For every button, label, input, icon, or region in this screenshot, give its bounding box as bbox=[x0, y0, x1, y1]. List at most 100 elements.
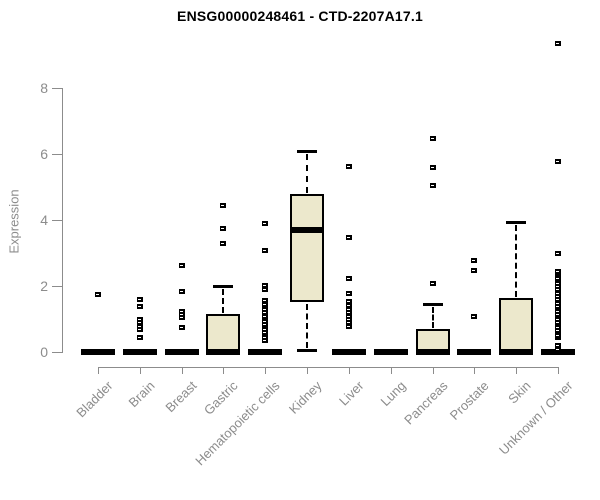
outlier-point bbox=[262, 287, 269, 293]
outlier-point bbox=[345, 310, 352, 316]
box bbox=[499, 297, 534, 352]
outlier-point bbox=[555, 327, 561, 333]
outlier-point bbox=[555, 41, 561, 47]
outlier-point bbox=[471, 257, 478, 263]
outlier-point bbox=[136, 317, 143, 322]
outlier-point bbox=[471, 267, 478, 273]
outlier-point bbox=[262, 313, 269, 319]
outlier-point bbox=[262, 321, 269, 327]
outlier-point bbox=[136, 323, 143, 329]
outlier-point bbox=[220, 226, 227, 232]
outlier-point bbox=[429, 135, 436, 141]
x-category-label: Gastric bbox=[201, 378, 242, 418]
outlier-point bbox=[555, 284, 561, 289]
outlier-point bbox=[555, 343, 561, 349]
outlier-point bbox=[136, 326, 143, 332]
x-tick bbox=[348, 367, 350, 374]
outlier-point bbox=[220, 241, 227, 247]
x-tick bbox=[432, 367, 434, 374]
outlier-point bbox=[555, 275, 561, 281]
outlier-point bbox=[262, 283, 269, 289]
outlier-point bbox=[345, 317, 352, 322]
x-tick bbox=[474, 367, 476, 374]
y-tick bbox=[52, 286, 62, 287]
chart-title: ENSG00000248461 - CTD-2207A17.1 bbox=[177, 8, 423, 24]
outlier-point bbox=[178, 315, 185, 321]
outlier-point bbox=[178, 262, 185, 268]
outlier-point bbox=[555, 158, 561, 164]
x-tick bbox=[390, 367, 392, 374]
outlier-point bbox=[555, 317, 561, 322]
outlier-point bbox=[345, 303, 352, 309]
median-line bbox=[331, 349, 366, 355]
median-line bbox=[248, 349, 283, 355]
outlier-point bbox=[345, 320, 352, 326]
outlier-point bbox=[262, 335, 269, 341]
x-category-label: Prostate bbox=[447, 378, 492, 423]
upper-whisker bbox=[431, 307, 434, 328]
y-tick-label: 8 bbox=[40, 80, 48, 96]
x-category-label: Kidney bbox=[285, 378, 325, 417]
outlier-point bbox=[555, 309, 561, 315]
x-tick bbox=[265, 367, 267, 374]
outlier-point bbox=[262, 307, 269, 313]
outlier-point bbox=[555, 324, 561, 330]
outlier-point bbox=[345, 323, 352, 329]
x-tick bbox=[223, 367, 225, 374]
outlier-point bbox=[555, 303, 561, 309]
outlier-point bbox=[220, 203, 227, 209]
outlier-point bbox=[136, 303, 143, 309]
box bbox=[290, 193, 325, 303]
outlier-point bbox=[136, 335, 143, 341]
upper-whisker-cap bbox=[213, 285, 234, 288]
box bbox=[206, 314, 241, 352]
outlier-point bbox=[555, 332, 561, 338]
outlier-point bbox=[95, 292, 101, 298]
x-category-label: Hematopoietic cells bbox=[192, 378, 283, 469]
outlier-point bbox=[555, 269, 561, 275]
median-line bbox=[499, 349, 534, 355]
upper-whisker bbox=[222, 289, 225, 314]
x-category-label: Bladder bbox=[73, 378, 116, 421]
x-category-label: Breast bbox=[162, 378, 200, 416]
outlier-point bbox=[345, 313, 352, 319]
x-tick bbox=[181, 367, 183, 374]
y-tick-label: 2 bbox=[40, 278, 48, 294]
outlier-point bbox=[262, 318, 269, 324]
upper-whisker-cap bbox=[506, 220, 527, 224]
upper-whisker-cap bbox=[422, 303, 443, 307]
outlier-point bbox=[555, 293, 561, 299]
lower-whisker-cap bbox=[297, 349, 318, 353]
outlier-point bbox=[345, 290, 352, 296]
outlier-point bbox=[555, 314, 561, 320]
outlier-point bbox=[429, 165, 436, 171]
median-line bbox=[122, 349, 157, 355]
median-line bbox=[164, 349, 199, 355]
y-tick-label: 0 bbox=[40, 344, 48, 360]
x-category-label: Unknown / Other bbox=[496, 378, 576, 458]
outlier-point bbox=[555, 346, 561, 352]
outlier-point bbox=[429, 183, 436, 189]
median-line bbox=[457, 349, 492, 355]
outlier-point bbox=[345, 275, 352, 281]
outlier-point bbox=[429, 280, 436, 286]
outlier-point bbox=[555, 311, 561, 317]
outlier-point bbox=[555, 290, 561, 296]
x-category-label: Lung bbox=[377, 378, 409, 410]
outlier-point bbox=[555, 297, 561, 303]
median-line bbox=[415, 349, 450, 355]
median-line bbox=[290, 226, 325, 233]
outlier-point bbox=[262, 326, 269, 332]
outlier-point bbox=[136, 320, 143, 326]
outlier-point bbox=[555, 306, 561, 312]
outlier-point bbox=[555, 330, 561, 336]
outlier-point bbox=[262, 338, 269, 344]
y-tick bbox=[52, 154, 62, 155]
outlier-point bbox=[555, 280, 561, 286]
outlier-point bbox=[555, 319, 561, 325]
upper-whisker bbox=[306, 153, 309, 193]
upper-whisker-cap bbox=[297, 149, 318, 153]
x-category-label: Brain bbox=[125, 378, 158, 411]
outlier-point bbox=[345, 298, 352, 304]
